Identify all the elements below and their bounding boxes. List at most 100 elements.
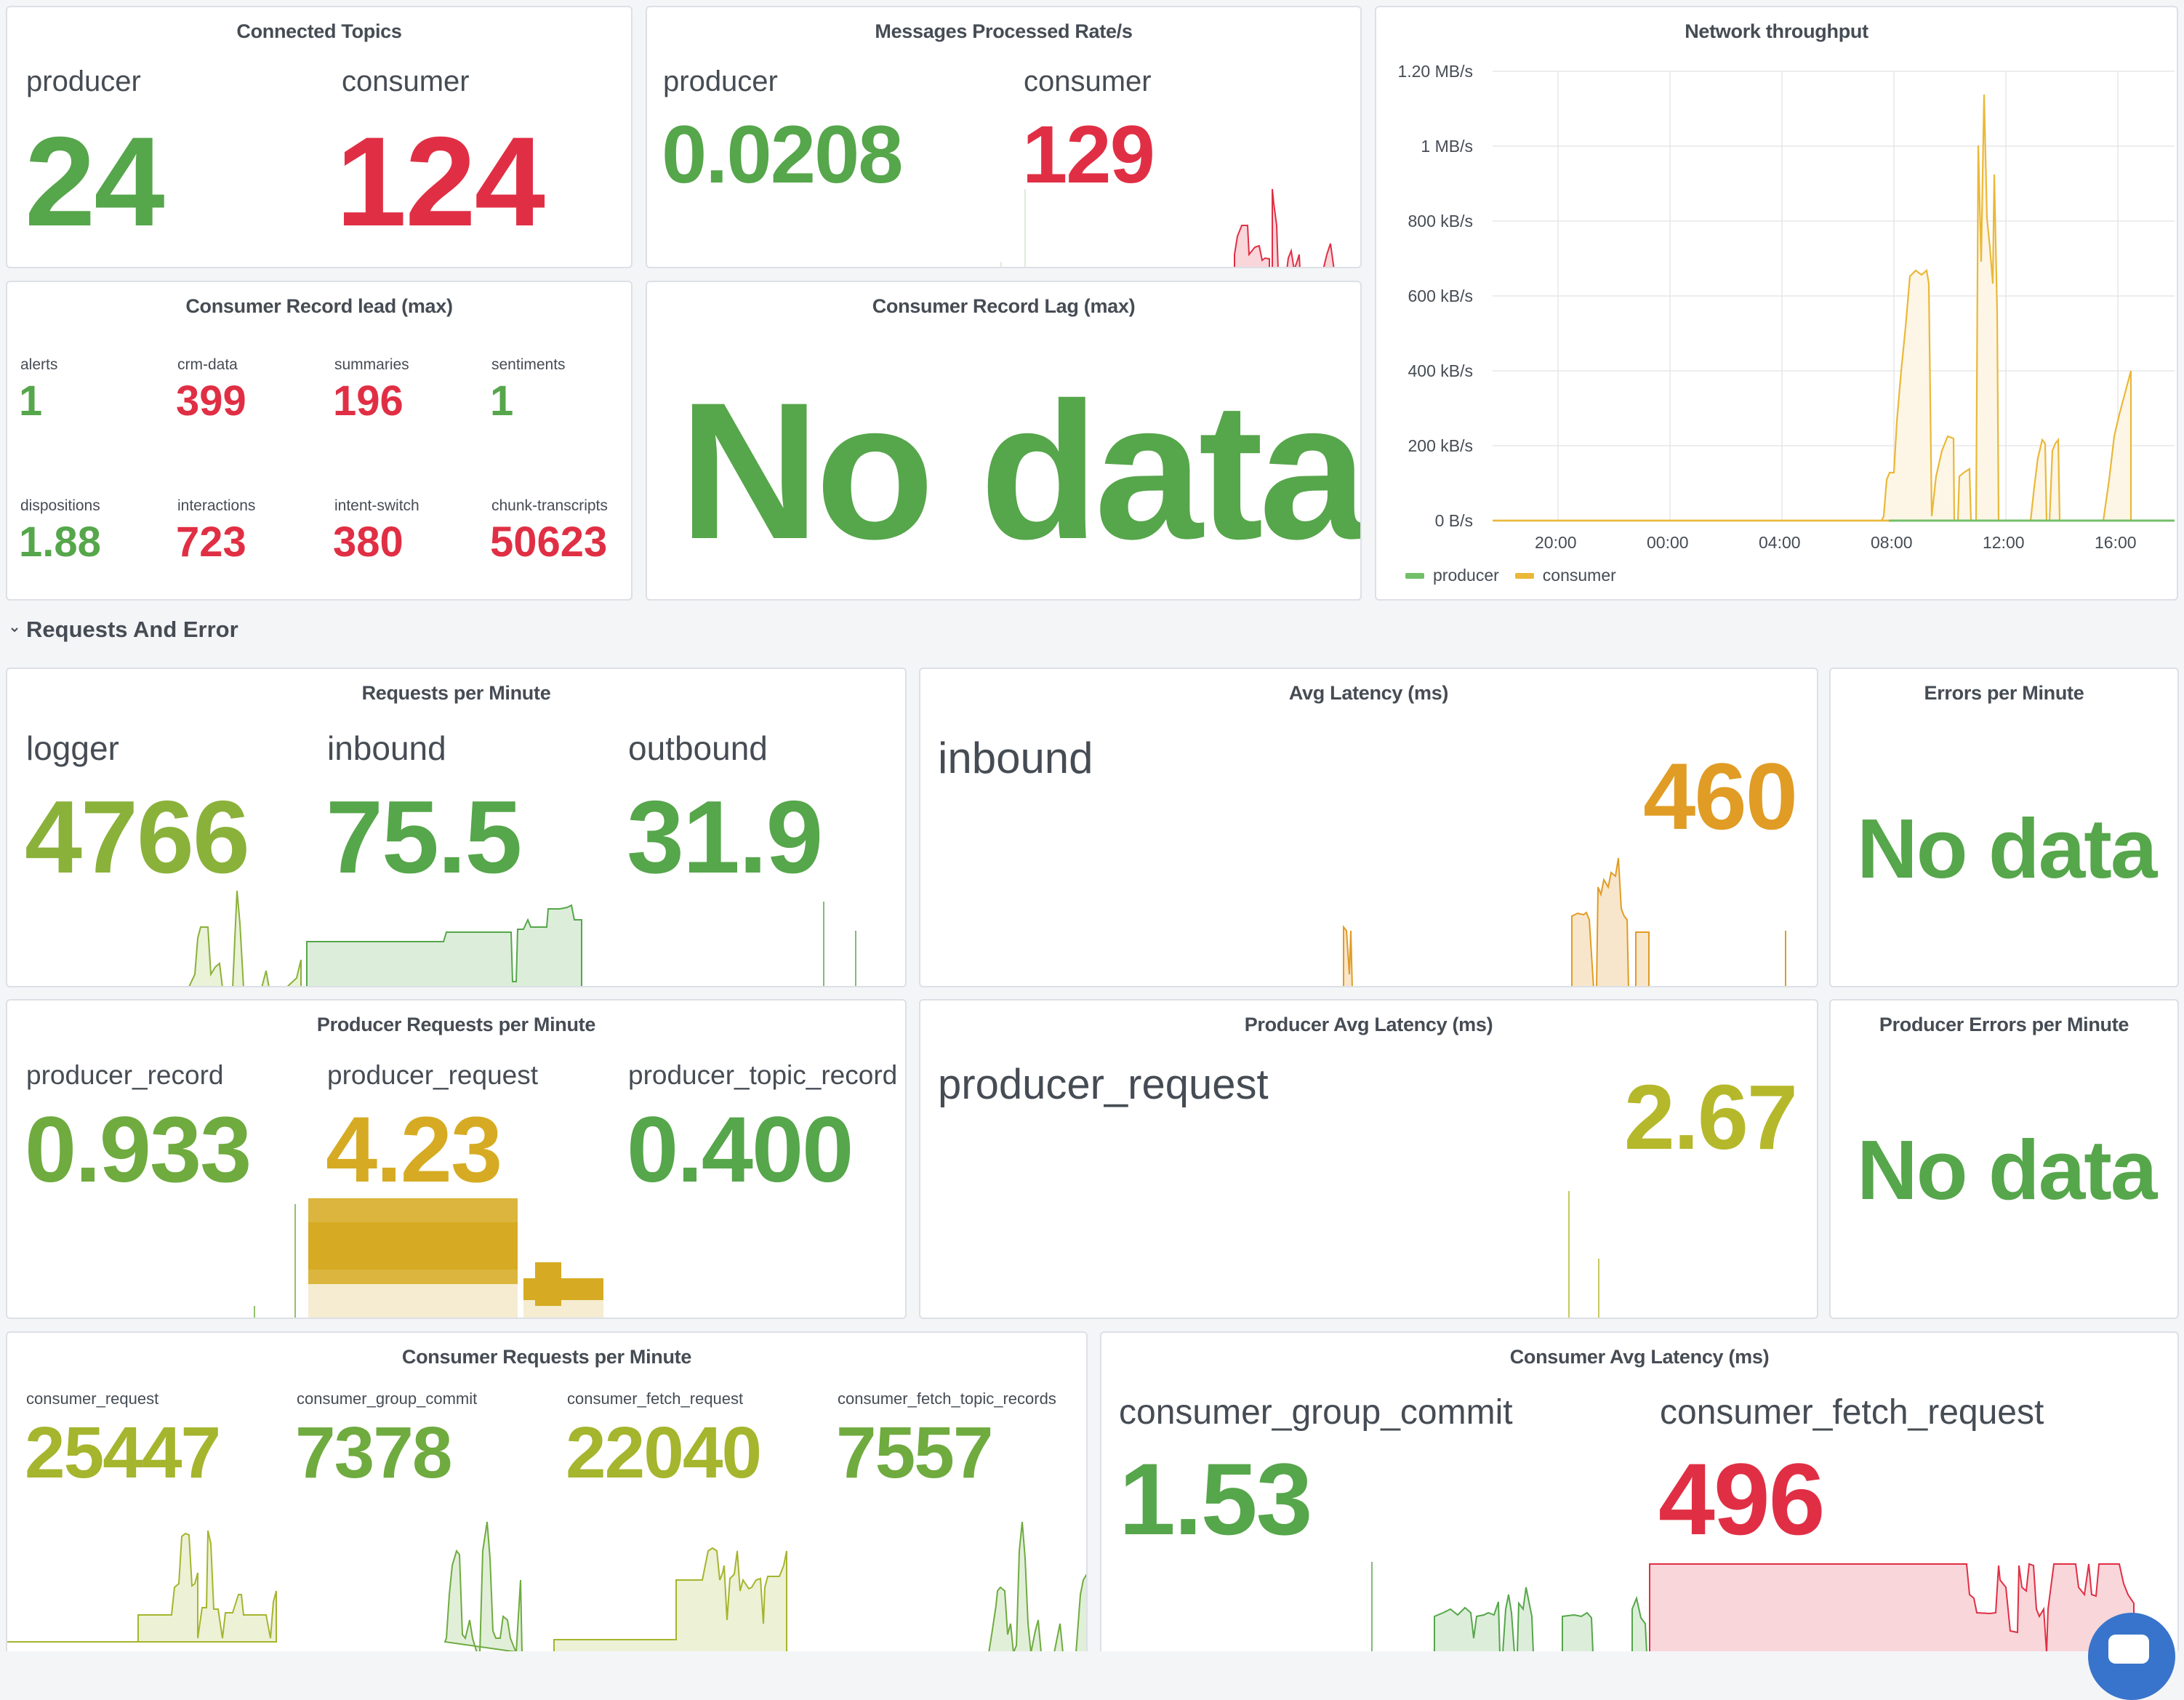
panel-connected-topics[interactable]: Connected Topics producer 24 consumer 12… [6, 6, 633, 268]
stat-value-consumer: 124 [336, 111, 545, 253]
panel-title: Consumer Record Lag (max) [872, 295, 1136, 317]
stat-label-inbound: inbound [327, 729, 446, 767]
stat-label: producer_request [327, 1060, 539, 1090]
panel-avg-latency[interactable]: Avg Latency (ms) inbound 460 [919, 667, 1818, 987]
panel-title: Messages Processed Rate/s [875, 20, 1133, 42]
panel-consumer-record-lead[interactable]: Consumer Record lead (max) alerts 1 crm-… [6, 281, 633, 601]
stat-label-producer: producer [663, 65, 778, 97]
stat-label: consumer_fetch_request [1660, 1393, 2044, 1432]
chat-bubble-icon [2108, 1635, 2149, 1664]
stat-value: 0.400 [627, 1098, 854, 1202]
stat-label: chunk-transcripts [491, 497, 608, 514]
x-tick: 04:00 [1759, 533, 1801, 552]
stat-value: 196 [333, 377, 404, 425]
panel-title: Consumer Record lead (max) [185, 295, 453, 317]
legend-item-consumer[interactable]: consumer [1542, 566, 1616, 585]
legend-swatch-consumer [1514, 572, 1534, 579]
sparkline [1371, 1562, 2135, 1651]
chevron-down-icon[interactable] [10, 625, 19, 634]
stat-label: interactions [177, 497, 256, 514]
stat-label: summaries [334, 356, 409, 373]
stat-value: 496 [1658, 1442, 1826, 1556]
stat-value-inbound: 460 [1643, 743, 1798, 849]
panel-consumer-record-lag[interactable]: Consumer Record Lag (max) No data [646, 281, 1362, 601]
stat-label-logger: logger [26, 729, 119, 767]
sparkline [7, 1521, 1086, 1651]
panel-title: Connected Topics [236, 20, 402, 42]
panel-network-throughput[interactable]: Network throughput 1.20 MB/s 1 MB/s 800 … [1375, 6, 2178, 601]
panel-messages-processed-rate[interactable]: Messages Processed Rate/s producer 0.020… [646, 6, 1362, 268]
stat-value: 399 [176, 377, 246, 425]
stat-label-consumer: consumer [342, 65, 470, 97]
stat-label: consumer_group_commit [1119, 1393, 1513, 1432]
stat-label: producer_request [938, 1061, 1269, 1108]
sparkline [1343, 857, 1786, 986]
stat-value: 22040 [566, 1412, 762, 1493]
stat-label-consumer: consumer [1024, 65, 1152, 97]
stat-value: 1 [490, 377, 514, 425]
panel-title: Consumer Requests per Minute [401, 1346, 692, 1368]
panel-title: Requests per Minute [361, 682, 551, 704]
stat-label: producer_topic_record [628, 1060, 898, 1090]
stat-value-producer: 0.0208 [662, 109, 904, 200]
panel-title: Producer Requests per Minute [316, 1014, 596, 1035]
chart-legend: producer consumer [1405, 566, 1616, 585]
stat-value: 50623 [490, 518, 608, 566]
stat-label-producer: producer [26, 65, 141, 97]
panel-consumer-requests-per-minute[interactable]: Consumer Requests per Minute consumer_re… [6, 1331, 1088, 1651]
stat-value: 380 [333, 518, 404, 566]
y-tick: 200 kB/s [1408, 436, 1474, 455]
stat-value: 1.88 [19, 518, 101, 566]
no-data-text: No data [1857, 801, 2157, 896]
stat-label: producer_record [26, 1060, 224, 1090]
no-data-text: No data [679, 361, 1362, 580]
stat-value: 0.933 [25, 1098, 252, 1202]
stat-label: consumer_fetch_topic_records [838, 1390, 1056, 1408]
chat-widget-button[interactable] [2088, 1613, 2175, 1700]
y-tick: 400 kB/s [1408, 361, 1474, 380]
stat-value-inbound: 75.5 [326, 779, 522, 895]
section-title: Requests And Error [26, 617, 238, 642]
x-tick: 12:00 [1983, 533, 2025, 552]
stat-value: 7378 [295, 1412, 452, 1493]
y-tick: 1.20 MB/s [1397, 62, 1473, 81]
panel-errors-per-minute[interactable]: Errors per Minute No data [1829, 667, 2179, 987]
panel-requests-per-minute[interactable]: Requests per Minute logger 4766 inbound … [6, 667, 907, 987]
stat-label: sentiments [491, 356, 566, 373]
y-tick: 800 kB/s [1408, 212, 1474, 230]
stat-value: 7557 [836, 1412, 993, 1493]
panel-title: Consumer Avg Latency (ms) [1509, 1346, 1770, 1368]
section-row-requests-and-error[interactable]: Requests And Error [10, 617, 238, 643]
legend-swatch-producer [1405, 572, 1424, 579]
stat-value: 25447 [25, 1412, 221, 1493]
x-tick: 20:00 [1535, 533, 1577, 552]
stat-value: 723 [176, 518, 246, 566]
sparkline-consumer [1000, 188, 1335, 267]
stat-value-producer: 24 [25, 111, 165, 253]
sparkline [188, 890, 856, 986]
stat-value-outbound: 31.9 [627, 779, 823, 895]
panel-title: Network throughput [1685, 20, 1868, 42]
panel-title: Avg Latency (ms) [1288, 682, 1449, 704]
sparkline [1568, 1191, 1599, 1318]
stat-label: alerts [20, 356, 58, 373]
stat-label: consumer_request [26, 1390, 159, 1408]
panel-title: Producer Errors per Minute [1879, 1014, 2129, 1035]
panel-producer-requests-per-minute[interactable]: Producer Requests per Minute producer_re… [6, 999, 907, 1319]
stat-label-outbound: outbound [628, 729, 768, 767]
stat-label-inbound: inbound [938, 734, 1093, 782]
stat-value: 1.53 [1119, 1442, 1312, 1556]
stat-value-logger: 4766 [25, 779, 250, 895]
panel-producer-avg-latency[interactable]: Producer Avg Latency (ms) producer_reque… [919, 999, 1818, 1319]
y-tick: 1 MB/s [1421, 137, 1473, 156]
stat-label: dispositions [20, 497, 100, 514]
stat-value: 2.67 [1623, 1066, 1798, 1168]
panel-consumer-avg-latency[interactable]: Consumer Avg Latency (ms) consumer_group… [1100, 1331, 2179, 1651]
legend-item-producer[interactable]: producer [1433, 566, 1499, 585]
panel-producer-errors-per-minute[interactable]: Producer Errors per Minute No data [1829, 999, 2179, 1319]
network-chart-plot [1493, 71, 2175, 522]
stat-value-consumer: 129 [1022, 109, 1155, 200]
stat-label: intent-switch [334, 497, 419, 514]
panel-title: Errors per Minute [1924, 682, 2084, 704]
stat-value: 4.23 [326, 1098, 502, 1202]
